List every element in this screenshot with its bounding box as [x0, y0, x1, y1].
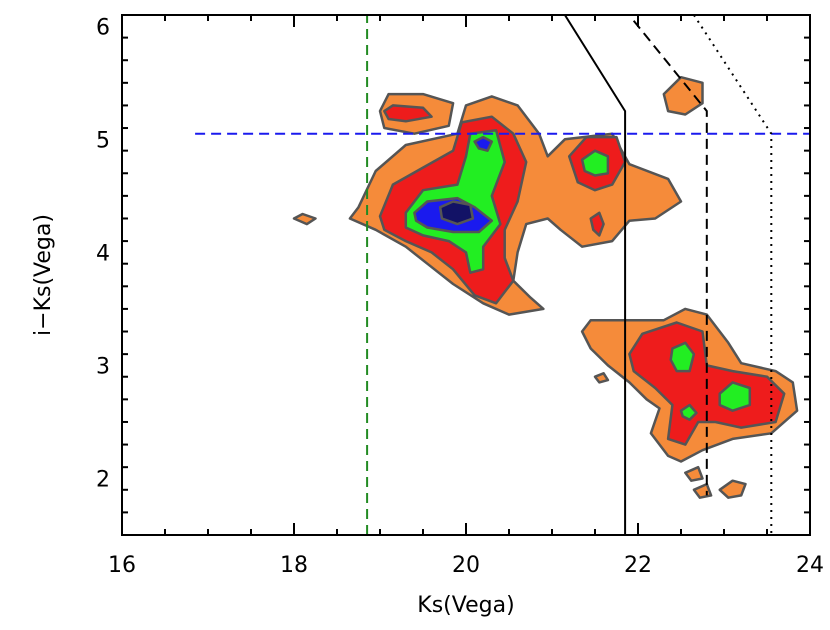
axis-ticks: 16 18 20 22 24 2 3 4 5 6 [96, 15, 824, 578]
contour-level-1-8 [718, 479, 747, 499]
reference-lines [195, 14, 810, 535]
contour-level-1-5 [593, 372, 610, 384]
dashed-limit-line [632, 20, 708, 496]
y-tick-label: 6 [96, 15, 110, 40]
contour-level-1-7 [692, 482, 713, 499]
x-tick-label: 20 [452, 553, 480, 578]
contour-level-2-12 [589, 211, 605, 237]
y-tick-label: 2 [96, 467, 110, 492]
x-tick-label: 16 [108, 553, 136, 578]
dotted-limit-line [693, 14, 773, 535]
x-tick-label: 24 [796, 553, 824, 578]
x-axis-title: Ks(Vega) [417, 593, 514, 618]
solid-limit-line [564, 14, 627, 535]
contour-level-1-2 [292, 212, 317, 226]
contour-level-3-18 [679, 403, 698, 421]
x-tick-label: 22 [624, 553, 652, 578]
y-tick-label: 5 [96, 128, 110, 153]
contour-level-3-17 [718, 381, 752, 412]
contour-level-1-6 [684, 465, 704, 482]
contour-level-1-3 [662, 75, 704, 116]
y-axis-title: i−Ks(Vega) [31, 214, 56, 336]
contour-layer [292, 75, 799, 499]
contour-level-3-16 [669, 341, 696, 373]
contour-level-2-10 [383, 104, 433, 123]
contour-level-4-20 [473, 135, 494, 152]
x-tick-label: 18 [280, 553, 308, 578]
contour-level-3-15 [580, 149, 610, 177]
y-tick-label: 4 [96, 241, 110, 266]
contour-level-5-21 [438, 200, 475, 226]
y-tick-label: 3 [96, 354, 110, 379]
